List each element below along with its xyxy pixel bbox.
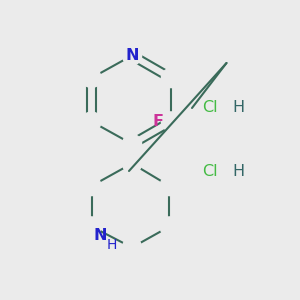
Text: Cl: Cl	[202, 164, 218, 178]
Circle shape	[122, 134, 142, 154]
Circle shape	[82, 68, 101, 88]
Circle shape	[161, 68, 181, 88]
Circle shape	[122, 238, 142, 257]
Circle shape	[160, 176, 179, 196]
Text: H: H	[232, 100, 244, 116]
Circle shape	[82, 176, 101, 196]
Circle shape	[82, 112, 101, 131]
Text: Cl: Cl	[202, 100, 218, 116]
Text: H: H	[107, 238, 117, 252]
Circle shape	[122, 154, 142, 173]
Text: N: N	[125, 48, 139, 63]
Text: H: H	[232, 164, 244, 178]
Circle shape	[82, 217, 101, 236]
Text: F: F	[152, 114, 163, 129]
Text: N: N	[94, 228, 107, 243]
Circle shape	[122, 46, 142, 65]
Circle shape	[161, 112, 181, 131]
Circle shape	[160, 217, 179, 236]
